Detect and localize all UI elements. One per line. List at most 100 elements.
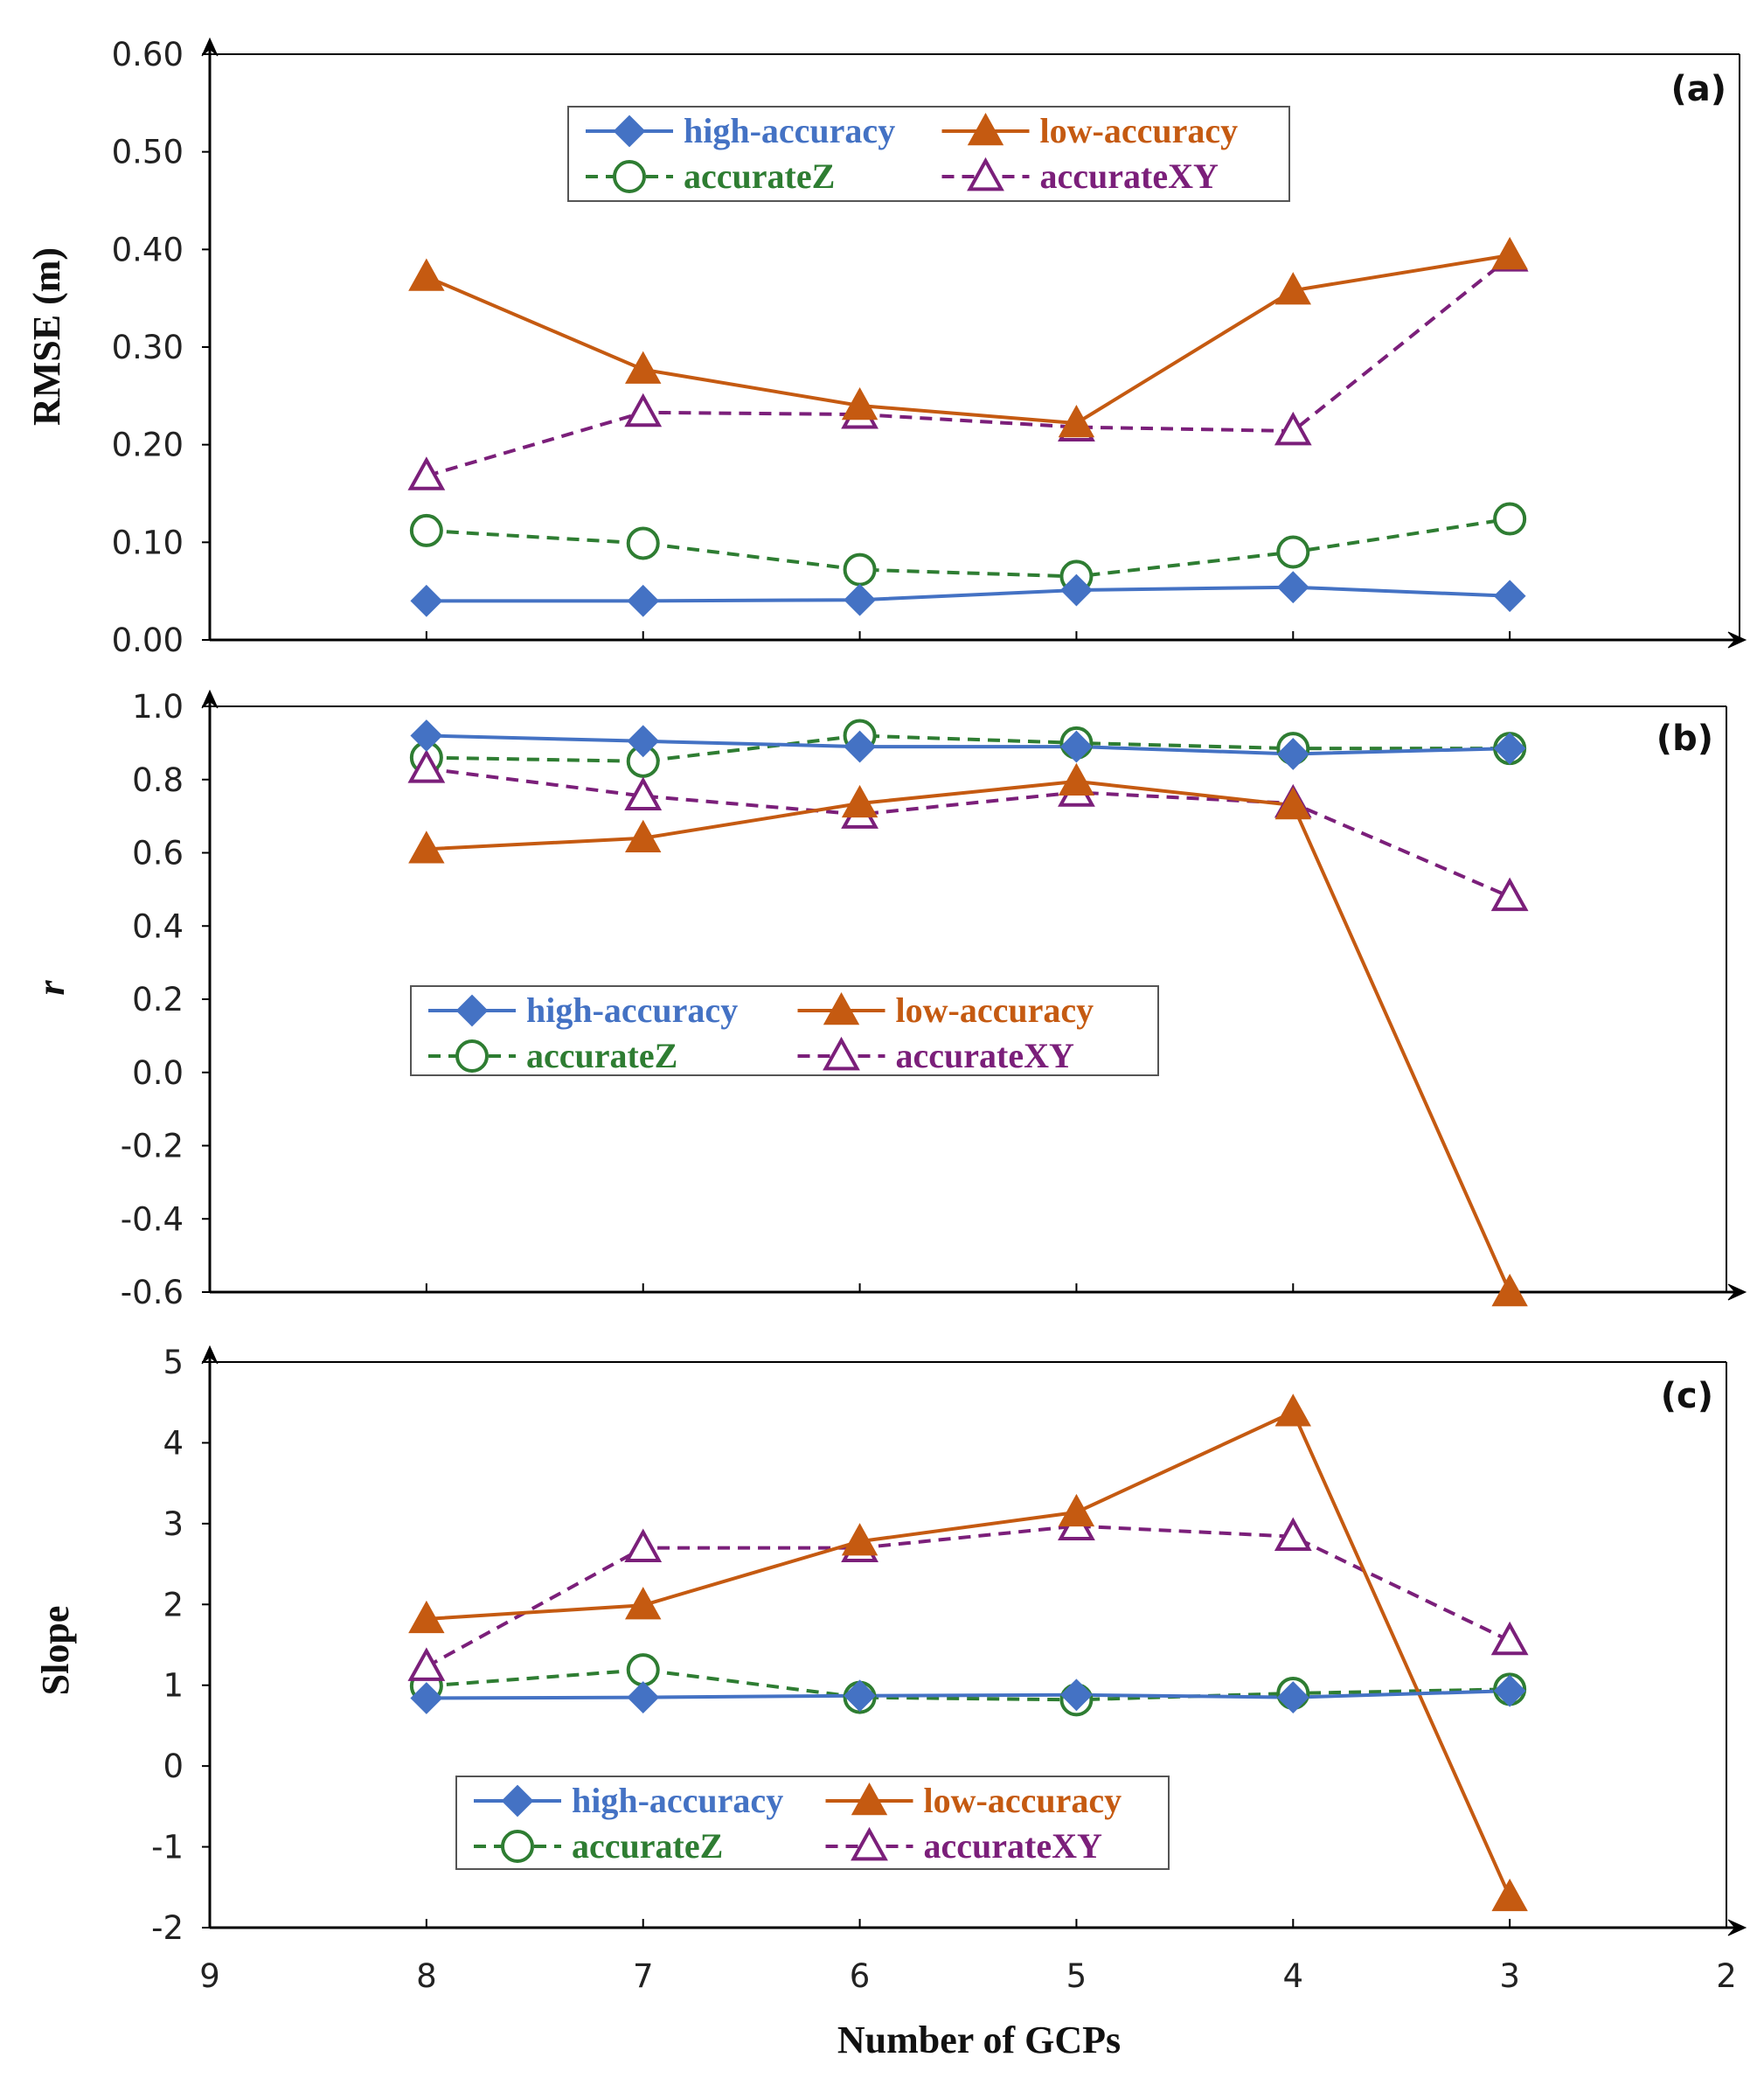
data-point-low-accuracy xyxy=(1274,272,1311,305)
data-point-accurateXY xyxy=(624,776,663,810)
data-point-low-accuracy xyxy=(408,1600,445,1634)
data-point-accurateXY xyxy=(624,1528,663,1562)
data-point-low-accuracy xyxy=(841,1523,879,1556)
x-tick-label: 7 xyxy=(633,1957,654,1995)
y-tick-label: 0.30 xyxy=(112,329,184,366)
data-point-high-accuracy xyxy=(1493,732,1526,765)
x-tick-label: 5 xyxy=(1066,1957,1087,1995)
data-point-high-accuracy xyxy=(1276,738,1309,770)
x-axis-arrow xyxy=(1727,1919,1747,1936)
data-point-low-accuracy xyxy=(1058,762,1095,796)
data-point-accurateZ xyxy=(1276,535,1310,569)
data-point-low-accuracy xyxy=(841,386,879,420)
y-axis-label: Slope xyxy=(34,1606,77,1696)
series-line-high-accuracy xyxy=(426,585,1511,603)
data-point-low-accuracy xyxy=(625,351,662,384)
y-tick-label: 0.10 xyxy=(112,524,184,561)
legend-label-high-accuracy: high-accuracy xyxy=(526,990,738,1030)
series-line-accurateXY xyxy=(425,1524,1511,1669)
y-tick-label: 0 xyxy=(163,1748,184,1785)
legend-marker-accurateZ xyxy=(455,1039,489,1073)
x-tick-label: 4 xyxy=(1283,1957,1304,1995)
legend-label-accurateXY: accurateXY xyxy=(924,1826,1102,1866)
y-axis-arrow xyxy=(201,689,219,709)
y-tick-label: 0.0 xyxy=(132,1054,184,1092)
panel-c: -2 -1 0 1 2 3 4 5 9 8 7 6 5 4 3 2 Number of GCPs Slope (c)… xyxy=(34,1344,1747,2061)
legend-marker-accurateXY xyxy=(967,156,1004,191)
data-point-low-accuracy xyxy=(1058,1493,1095,1527)
y-tick-label: -0.6 xyxy=(121,1274,184,1311)
x-tick-label: 3 xyxy=(1499,1957,1520,1995)
y-tick-label: 0.6 xyxy=(132,835,184,872)
data-point-accurateZ xyxy=(409,513,443,547)
data-point-accurateZ xyxy=(843,553,877,587)
y-tick-label: 0.20 xyxy=(112,427,184,464)
y-tick-label: -0.2 xyxy=(121,1128,184,1165)
data-point-low-accuracy xyxy=(1058,405,1095,438)
data-point-high-accuracy xyxy=(1493,1674,1526,1707)
y-axis-arrow xyxy=(201,37,219,57)
legend-marker-accurateZ xyxy=(613,160,646,193)
data-point-high-accuracy xyxy=(410,584,443,617)
data-point-low-accuracy xyxy=(408,258,445,291)
series-line-accurateXY xyxy=(426,767,1511,899)
data-point-high-accuracy xyxy=(410,719,443,752)
data-point-accurateXY xyxy=(1274,411,1312,446)
data-point-low-accuracy xyxy=(408,831,445,864)
legend-label-low-accuracy: low-accuracy xyxy=(924,1781,1122,1820)
y-tick-label: 1 xyxy=(163,1667,184,1705)
data-point-low-accuracy xyxy=(1274,1393,1311,1427)
data-point-high-accuracy xyxy=(627,584,660,617)
data-point-low-accuracy xyxy=(1491,1273,1528,1307)
y-tick-label: 2 xyxy=(163,1586,184,1623)
series-line-accurateZ xyxy=(426,517,1511,579)
y-tick-label: 3 xyxy=(163,1505,184,1543)
y-tick-label: -2 xyxy=(151,1909,184,1947)
data-point-accurateXY xyxy=(624,393,663,427)
y-tick-label: 0.50 xyxy=(112,134,184,171)
legend-marker-accurateXY xyxy=(823,1036,860,1071)
data-point-accurateZ xyxy=(1493,502,1527,536)
x-axis-label: Number of GCPs xyxy=(837,2019,1121,2061)
data-point-accurateXY xyxy=(407,749,446,783)
legend-marker-low-accuracy xyxy=(823,991,860,1025)
data-point-accurateXY xyxy=(1274,1517,1312,1552)
data-point-low-accuracy xyxy=(1274,787,1311,820)
legend-marker-low-accuracy xyxy=(851,1782,888,1816)
legend-label-accurateZ: accurateZ xyxy=(572,1826,723,1866)
legend-marker-accurateXY xyxy=(851,1826,888,1861)
series-line-accurateZ xyxy=(426,1668,1511,1702)
x-tick-label: 6 xyxy=(850,1957,871,1995)
panel-tag: (b) xyxy=(1656,719,1713,759)
series-line-low-accuracy xyxy=(426,254,1511,426)
x-tick-label: 8 xyxy=(416,1957,437,1995)
panel-tag: (c) xyxy=(1661,1376,1713,1416)
data-point-high-accuracy xyxy=(1060,730,1093,763)
legend-marker-high-accuracy xyxy=(455,994,489,1027)
legend-label-accurateZ: accurateZ xyxy=(684,156,835,196)
x-tick-label: 9 xyxy=(199,1957,220,1995)
data-point-high-accuracy xyxy=(844,1679,876,1713)
legend-marker-high-accuracy xyxy=(501,1784,534,1817)
data-point-high-accuracy xyxy=(1060,1678,1093,1712)
data-point-high-accuracy xyxy=(1276,571,1309,604)
data-point-high-accuracy xyxy=(844,730,876,763)
y-tick-label: 5 xyxy=(163,1344,184,1381)
data-point-accurateXY xyxy=(407,1647,446,1681)
data-point-low-accuracy xyxy=(841,784,879,818)
data-point-accurateZ xyxy=(626,526,660,560)
legend-label-high-accuracy: high-accuracy xyxy=(572,1781,783,1820)
y-axis-arrow xyxy=(201,1345,219,1365)
legend-label-accurateXY: accurateXY xyxy=(1040,156,1219,196)
data-point-high-accuracy xyxy=(627,725,660,758)
panel-a: 0.00 0.10 0.20 0.30 0.40 0.50 0.60 RMSE (m) (a) h… xyxy=(25,36,1747,659)
data-point-accurateZ xyxy=(626,1653,660,1687)
legend-label-low-accuracy: low-accuracy xyxy=(896,990,1094,1030)
data-point-low-accuracy xyxy=(625,1587,662,1620)
x-tick-label: 2 xyxy=(1716,1957,1737,1995)
y-tick-label: 0.8 xyxy=(132,761,184,799)
data-point-accurateXY xyxy=(407,456,446,490)
legend-marker-high-accuracy xyxy=(613,115,646,148)
y-tick-label: 0.60 xyxy=(112,36,184,73)
